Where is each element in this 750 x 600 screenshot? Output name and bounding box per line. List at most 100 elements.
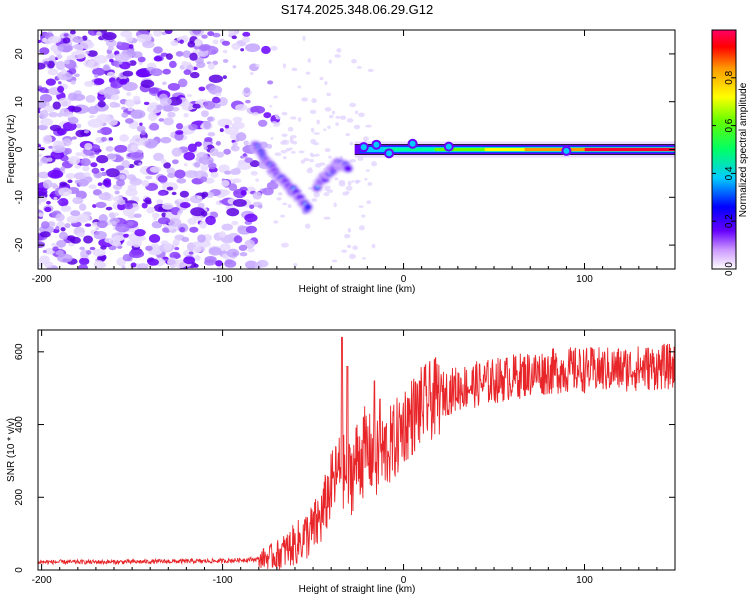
- noise-blob: [100, 127, 113, 136]
- noise-blob: [139, 122, 143, 126]
- noise-blob: [43, 105, 56, 113]
- noise-blob: [38, 171, 50, 179]
- noise-blob: [201, 210, 208, 217]
- noise-blob: [163, 242, 173, 251]
- noise-blob: [60, 227, 66, 232]
- noise-blob: [324, 185, 331, 190]
- noise-blob: [47, 68, 59, 76]
- noise-blob: [200, 164, 209, 171]
- noise-blob: [257, 204, 263, 209]
- noise-blob: [326, 92, 332, 97]
- noise-blob: [39, 156, 49, 164]
- noise-blob: [281, 111, 288, 116]
- noise-blob: [205, 215, 216, 226]
- noise-blob: [105, 39, 117, 47]
- noise-blob: [319, 162, 326, 166]
- noise-blob: [164, 30, 173, 35]
- noise-blob: [68, 156, 81, 165]
- noise-blob: [274, 152, 282, 156]
- noise-blob: [210, 171, 219, 179]
- noise-blob: [121, 106, 127, 110]
- noise-blob: [76, 232, 86, 238]
- noise-blob: [123, 233, 130, 238]
- noise-blob: [114, 53, 130, 63]
- noise-blob: [94, 74, 99, 78]
- noise-blob: [142, 40, 155, 49]
- noise-blob: [70, 210, 81, 217]
- noise-blob: [156, 104, 163, 111]
- spectrogram-ytick-label: -10: [14, 190, 25, 205]
- colorbar-tick-label: 0.6: [724, 118, 735, 132]
- noise-blob: [217, 266, 223, 269]
- noise-blob: [309, 109, 317, 114]
- noise-blob: [128, 44, 134, 49]
- noise-blob: [244, 239, 255, 249]
- noise-blob: [263, 112, 272, 119]
- carrier-line: [354, 138, 675, 159]
- noise-blob: [103, 191, 110, 196]
- carrier-blob-core: [445, 143, 452, 150]
- noise-blob: [237, 159, 247, 165]
- noise-blob: [39, 109, 49, 119]
- noise-blob: [312, 142, 320, 146]
- noise-blob: [193, 263, 199, 268]
- noise-blob: [87, 118, 104, 128]
- noise-blob: [113, 212, 120, 217]
- noise-blob: [106, 153, 116, 160]
- noise-blob: [88, 184, 97, 190]
- noise-blob: [254, 261, 263, 269]
- noise-blob: [137, 263, 149, 269]
- noise-blob: [198, 44, 209, 52]
- noise-blob: [112, 241, 122, 247]
- noise-blob: [72, 93, 86, 101]
- noise-blob: [215, 92, 222, 97]
- noise-blob: [74, 73, 80, 78]
- noise-blob: [42, 249, 47, 254]
- noise-blob: [193, 161, 201, 168]
- noise-blob: [97, 182, 103, 187]
- noise-blob: [44, 206, 52, 213]
- noise-blob: [240, 190, 247, 196]
- noise-blob: [255, 178, 260, 182]
- noise-blob: [243, 87, 251, 94]
- noise-blob: [207, 62, 215, 70]
- noise-blob: [175, 130, 184, 135]
- noise-blob: [269, 104, 273, 108]
- snr-axes: -200 -100 0 100 0 200 400 600: [14, 330, 676, 586]
- noise-blob: [145, 175, 153, 180]
- noise-blob: [116, 179, 125, 187]
- noise-blob: [358, 225, 365, 231]
- noise-blob: [160, 158, 167, 164]
- noise-blob: [56, 240, 67, 248]
- noise-blob: [197, 234, 206, 243]
- noise-blob: [86, 250, 92, 255]
- noise-blob: [157, 217, 171, 225]
- noise-blob: [221, 179, 230, 187]
- noise-blob: [324, 148, 331, 153]
- noise-blob: [319, 76, 324, 81]
- noise-blob: [235, 104, 248, 112]
- noise-blob: [117, 245, 123, 249]
- noise-blob: [84, 80, 95, 87]
- noise-blob: [106, 71, 116, 77]
- noise-blob: [371, 243, 376, 249]
- noise-blob: [162, 68, 171, 75]
- noise-blob: [192, 30, 202, 35]
- noise-blob: [334, 54, 341, 58]
- noise-blob: [174, 200, 179, 205]
- noise-blob: [72, 36, 84, 44]
- noise-blob: [328, 155, 332, 159]
- noise-blob: [338, 181, 346, 187]
- colorbar-tick-label: 0.8: [724, 70, 735, 84]
- snr-ytick-label: 400: [14, 416, 25, 433]
- noise-blob: [55, 213, 65, 222]
- noise-blob: [309, 152, 314, 157]
- noise-blob: [64, 147, 72, 155]
- noise-blob: [97, 129, 103, 134]
- noise-blob: [40, 118, 54, 126]
- noise-blob: [44, 261, 54, 268]
- noise-blob: [335, 115, 341, 119]
- noise-blob: [274, 113, 279, 118]
- noise-blob: [38, 241, 46, 248]
